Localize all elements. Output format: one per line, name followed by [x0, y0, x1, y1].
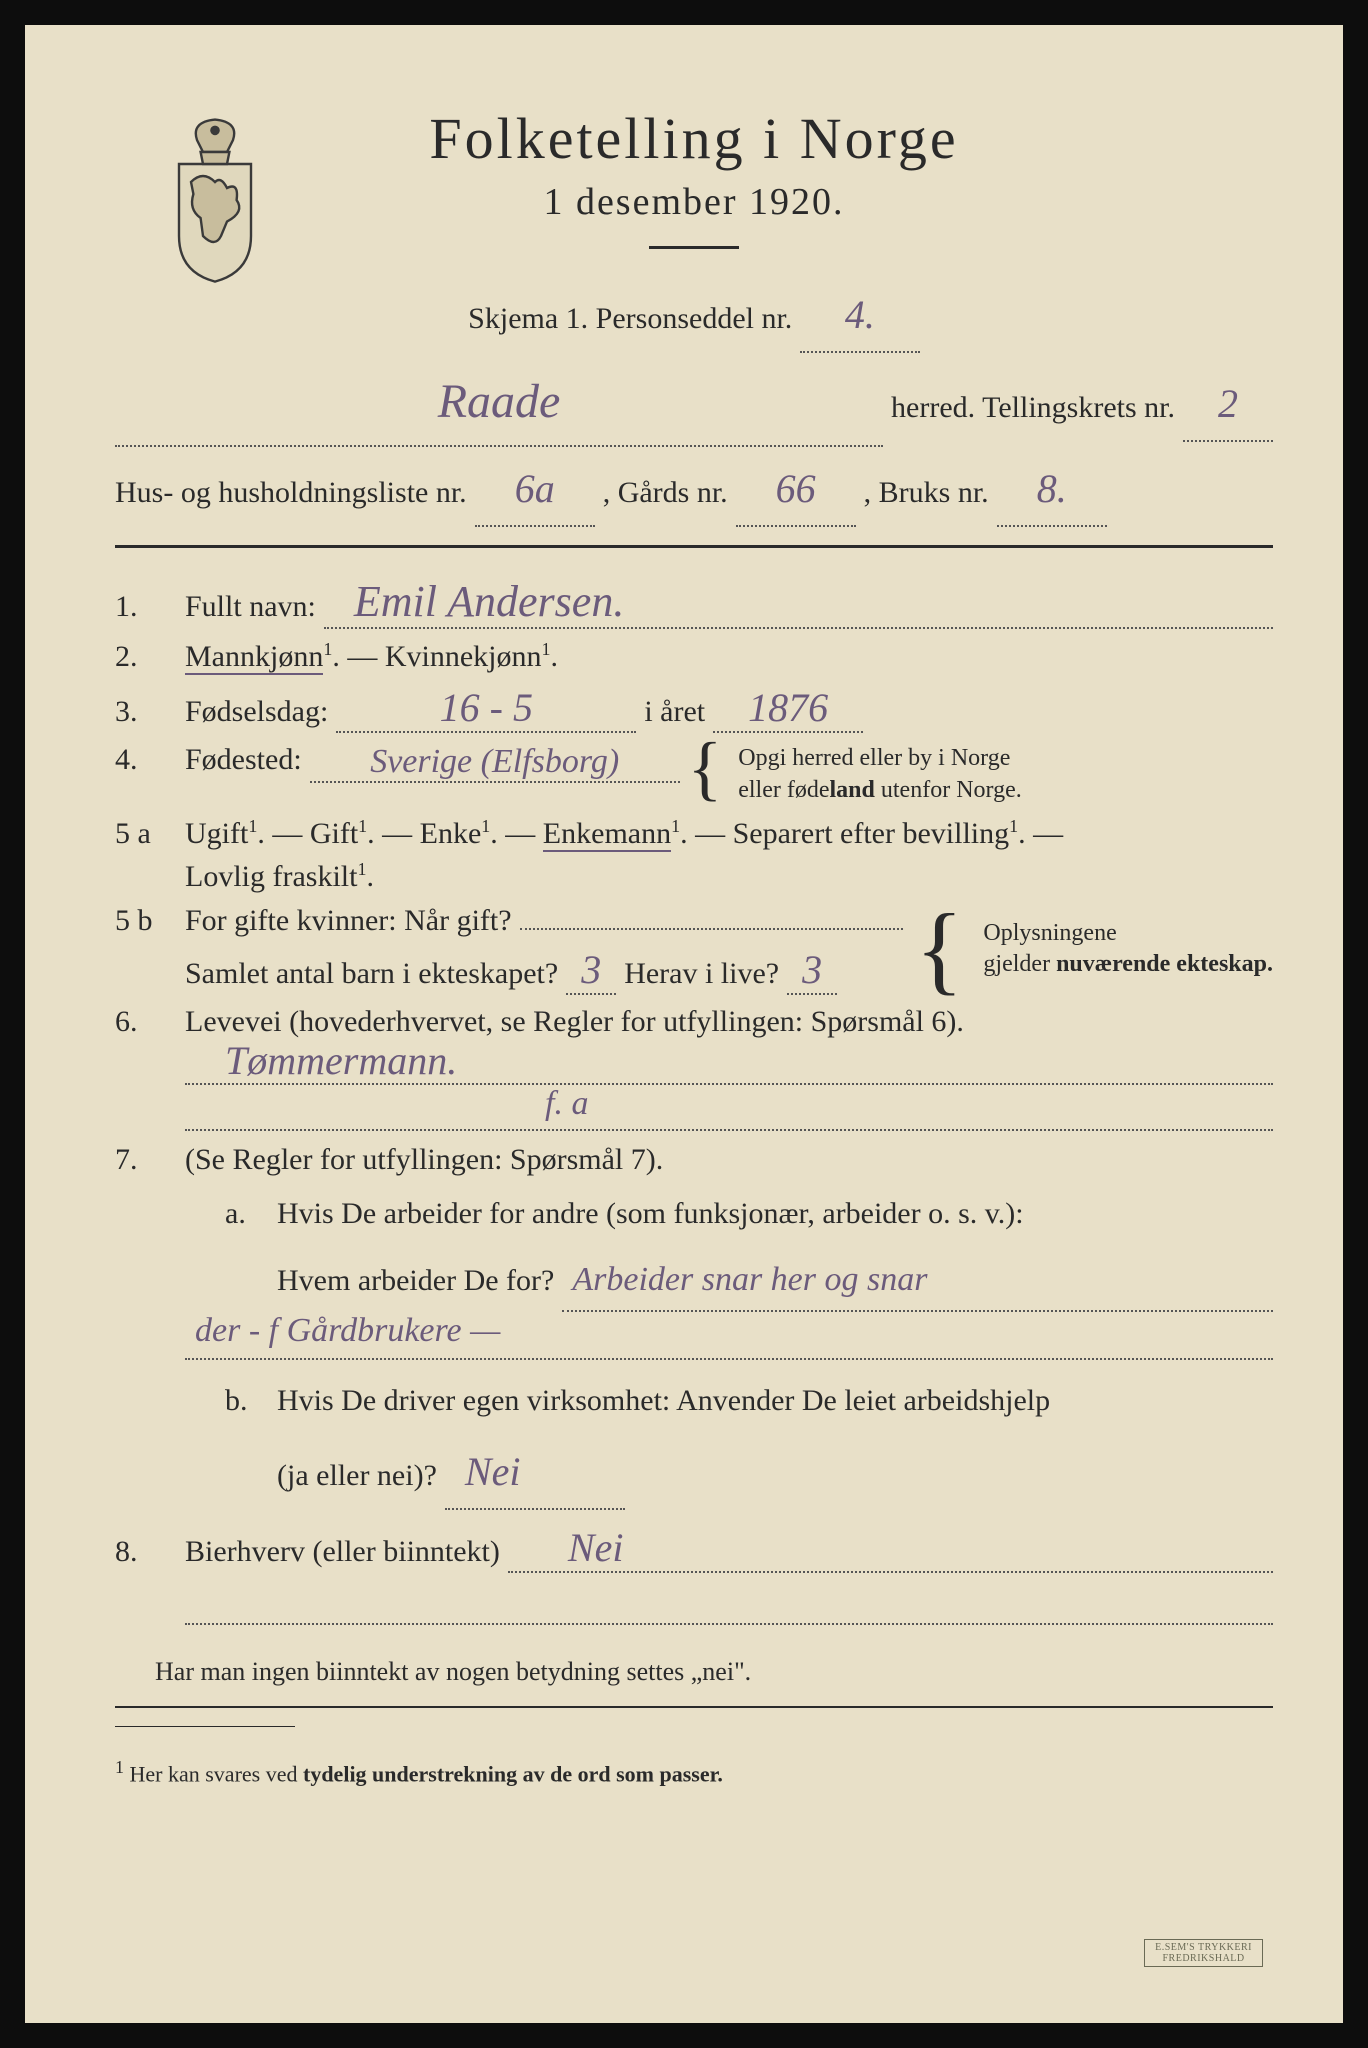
q6-line2: f. a	[185, 1089, 1273, 1131]
q2-mannkjonn: Mannkjønn	[185, 640, 323, 675]
hus-label: Hus- og husholdningsliste nr.	[115, 466, 467, 520]
q8-num: 8.	[115, 1535, 185, 1569]
section-rule	[115, 545, 1273, 548]
q3-label: Fødselsdag:	[185, 695, 328, 729]
q5a: 5 a Ugift1. — Gift1. — Enke1. — Enkemann…	[115, 816, 1273, 894]
q3: 3. Fødselsdag: 16 - 5 i året 1876	[115, 684, 1273, 733]
personseddel-nr: 4.	[800, 279, 920, 353]
q5b: 5 b For gifte kvinner: Når gift? Samlet …	[115, 904, 1273, 995]
q5b-num: 5 b	[115, 904, 185, 938]
q7a-line2: der - f Gårdbrukere —	[185, 1318, 1273, 1360]
q5b-label3: Herav i live?	[624, 957, 779, 991]
q2-num: 2.	[115, 640, 185, 674]
q7: 7. (Se Regler for utfyllingen: Spørsmål …	[115, 1143, 1273, 1177]
q7a-value1: Arbeider snar her og snar	[562, 1249, 1273, 1312]
q6-num: 6.	[115, 1005, 185, 1039]
q5b-gift-field	[520, 928, 904, 930]
q7a-label: a.	[225, 1187, 269, 1241]
q8-value: Nei	[508, 1524, 1273, 1573]
herred-line: Raade herred. Tellingskrets nr. 2	[115, 359, 1273, 447]
footnote: 1 Her kan svares ved tydelig understrekn…	[115, 1757, 1273, 1787]
q6-line1: Tømmermann.	[185, 1043, 1273, 1085]
coat-of-arms-icon	[155, 115, 275, 285]
q5b-val2: 3	[566, 946, 616, 995]
q5b-note: Oplysningene gjelder nuværende ekteskap.	[983, 918, 1273, 980]
printer-stamp: E.SEM'S TRYKKERI FREDRIKSHALD	[1144, 1939, 1263, 1967]
q5b-val3: 3	[787, 946, 837, 995]
q7a: a. Hvis De arbeider for andre (som funks…	[225, 1187, 1273, 1312]
q6-label: Levevei (hovederhvervet, se Regler for u…	[185, 1005, 964, 1038]
q8-label: Bierhverv (eller biinntekt)	[185, 1535, 500, 1569]
skjema-line: Skjema 1. Personseddel nr. 4.	[115, 279, 1273, 353]
q4-num: 4.	[115, 743, 185, 777]
q8-line2	[185, 1583, 1273, 1625]
q3-day: 16 - 5	[336, 684, 636, 733]
q5b-label1: For gifte kvinner: Når gift?	[185, 904, 512, 938]
q6-value2: f. a	[545, 1085, 588, 1123]
footer-note1: Har man ingen biinntekt av nogen betydni…	[155, 1649, 1273, 1696]
footnote-rule	[115, 1726, 295, 1727]
q5a-num: 5 a	[115, 817, 185, 851]
q4-label: Fødested:	[185, 743, 302, 777]
census-form-page: Folketelling i Norge 1 desember 1920. Sk…	[0, 0, 1368, 2048]
q1: 1. Fullt navn: Emil Andersen.	[115, 576, 1273, 629]
q6-value1: Tømmermann.	[225, 1037, 457, 1084]
subtitle: 1 desember 1920.	[115, 180, 1273, 224]
hus-line: Hus- og husholdningsliste nr. 6a , Gårds…	[115, 453, 1273, 527]
q1-label: Fullt navn:	[185, 590, 316, 624]
q4-value: Sverige (Elfsborg)	[310, 743, 680, 783]
herred-value: Raade	[115, 359, 883, 447]
q4: 4. Fødested: Sverige (Elfsborg) { Opgi h…	[115, 743, 1273, 805]
q7-label: (Se Regler for utfyllingen: Spørsmål 7).	[185, 1143, 663, 1176]
q3-year: 1876	[713, 684, 863, 733]
q7a-text1: Hvis De arbeider for andre (som funksjon…	[277, 1197, 1024, 1230]
skjema-label: Skjema 1. Personseddel nr.	[468, 302, 792, 335]
q3-year-label: i året	[644, 695, 705, 729]
q7b-value: Nei	[445, 1436, 625, 1510]
q7b-text1: Hvis De driver egen virksomhet: Anvender…	[277, 1384, 1050, 1417]
q7a-text2: Hvem arbeider De for?	[277, 1254, 554, 1308]
herred-label: herred. Tellingskrets nr.	[891, 381, 1175, 435]
q2: 2. Mannkjønn1. — Kvinnekjønn1.	[115, 639, 1273, 674]
gards-label: , Gårds nr.	[603, 466, 728, 520]
header: Folketelling i Norge 1 desember 1920.	[115, 105, 1273, 249]
main-title: Folketelling i Norge	[115, 105, 1273, 172]
header-divider	[649, 246, 739, 249]
q5b-label2: Samlet antal barn i ekteskapet?	[185, 957, 558, 991]
brace-icon: {	[688, 743, 723, 793]
bruks-label: , Bruks nr.	[864, 466, 989, 520]
q3-num: 3.	[115, 695, 185, 729]
q1-num: 1.	[115, 590, 185, 624]
q7a-value2: der - f Gårdbrukere —	[195, 1312, 500, 1350]
q7b-label: b.	[225, 1374, 269, 1428]
gards-nr: 66	[736, 453, 856, 527]
tellingskrets-nr: 2	[1183, 368, 1273, 442]
q4-note: Opgi herred eller by i Norge eller fødel…	[738, 743, 1022, 805]
q7-num: 7.	[115, 1143, 185, 1177]
q6: 6. Levevei (hovederhvervet, se Regler fo…	[115, 1005, 1273, 1131]
q8: 8. Bierhverv (eller biinntekt) Nei	[115, 1524, 1273, 1573]
hus-nr: 6a	[475, 453, 595, 527]
footer-rule	[115, 1706, 1273, 1708]
q7b-text2: (ja eller nei)?	[277, 1449, 437, 1503]
q1-value: Emil Andersen.	[324, 576, 1273, 629]
bruks-nr: 8.	[997, 453, 1107, 527]
brace-icon: {	[915, 914, 963, 984]
q7b: b. Hvis De driver egen virksomhet: Anven…	[225, 1374, 1273, 1510]
